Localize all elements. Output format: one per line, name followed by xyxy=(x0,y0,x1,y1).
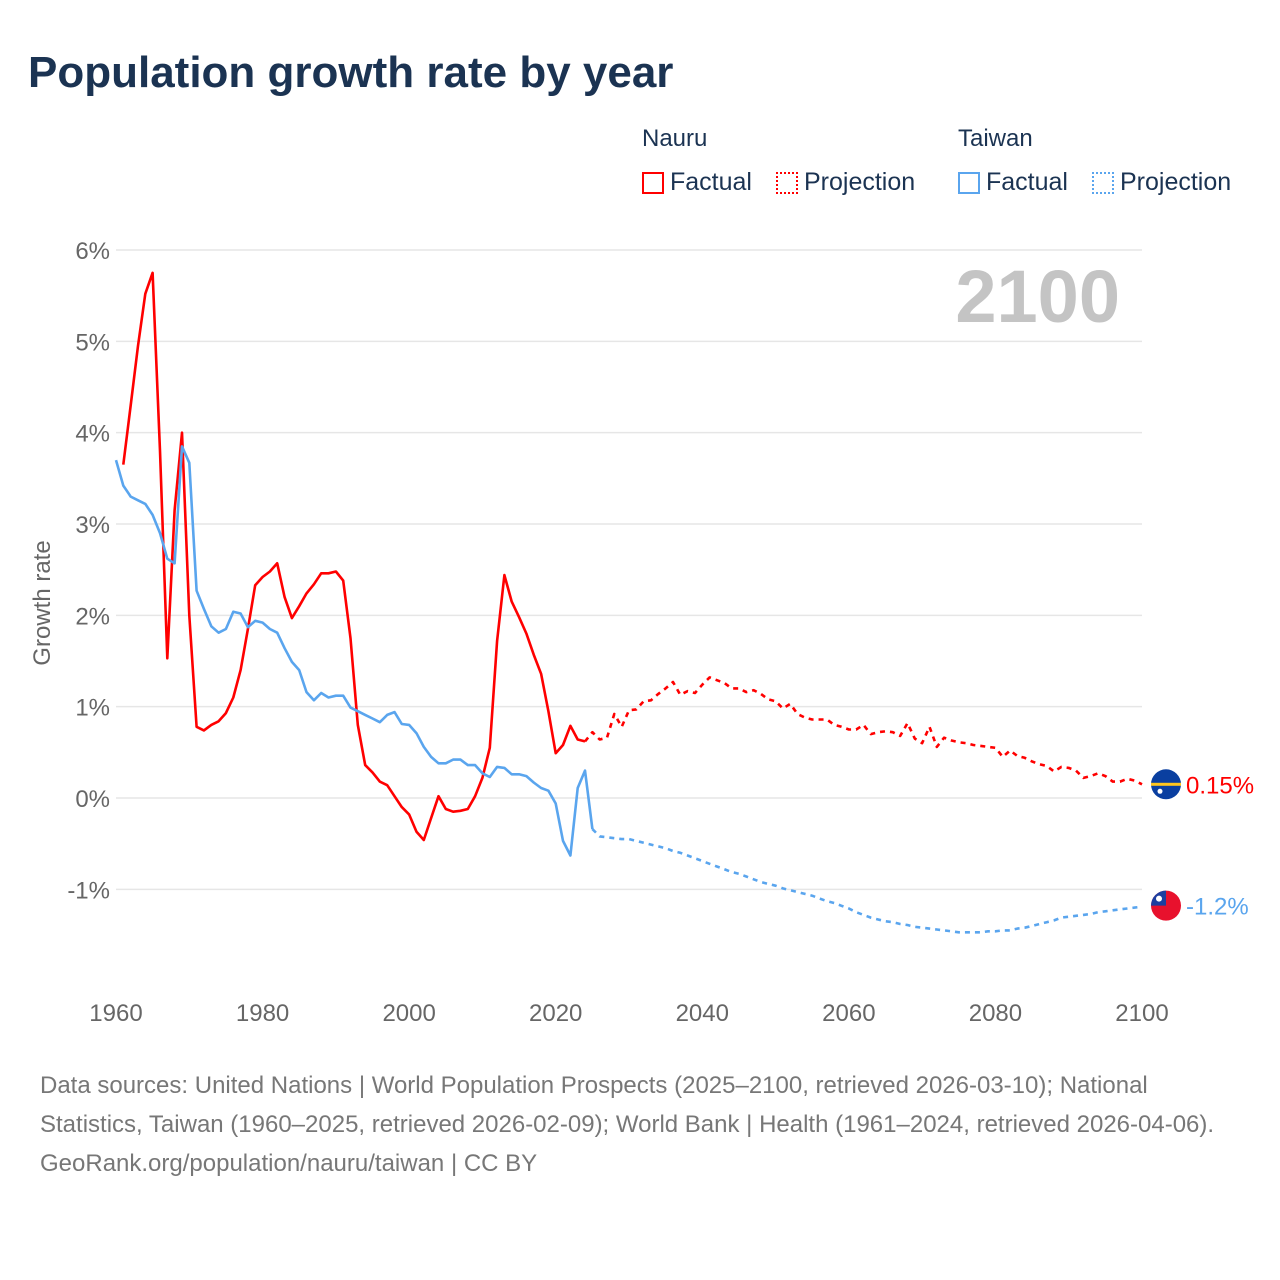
footer: Data sources: United Nations | World Pop… xyxy=(40,1066,1250,1183)
legend-taiwan-projection[interactable]: Projection xyxy=(1092,168,1231,197)
x-tick-label: 2080 xyxy=(969,1000,1022,1027)
end-value-label: -1.2% xyxy=(1186,894,1249,921)
y-axis-label: Growth rate xyxy=(29,540,56,665)
y-tick-label: 2% xyxy=(75,603,110,630)
data-sources: Data sources: United Nations | World Pop… xyxy=(40,1072,1215,1138)
series-line-taiwan-factual xyxy=(114,445,594,857)
end-value-label: 0.15% xyxy=(1186,772,1254,799)
flag-taiwan-icon xyxy=(1151,890,1181,921)
legend-taiwan-factual[interactable]: Factual xyxy=(958,168,1068,197)
legend-swatch xyxy=(1092,171,1114,194)
legend-nauru-projection[interactable]: Projection xyxy=(776,168,915,197)
legend-swatch xyxy=(642,171,664,194)
year-watermark: 2100 xyxy=(955,255,1120,338)
legend-group-taiwan: Taiwan xyxy=(958,125,1033,152)
series-line-nauru-factual xyxy=(122,271,586,842)
credit-link[interactable]: GeoRank.org/population/nauru/taiwan | CC… xyxy=(40,1150,538,1177)
legend-swatch xyxy=(958,171,980,194)
y-tick-label: 5% xyxy=(75,329,110,356)
legend-label: Factual xyxy=(986,168,1068,196)
legend-nauru-factual[interactable]: Factual xyxy=(642,168,752,197)
x-tick-label: 2000 xyxy=(382,1000,435,1027)
x-tick-label: 2020 xyxy=(529,1000,582,1027)
x-tick-label: 2040 xyxy=(676,1000,729,1027)
flag-sun xyxy=(1156,895,1162,902)
y-tick-label: 3% xyxy=(75,512,110,539)
y-tick-label: -1% xyxy=(67,877,110,904)
legend-group-nauru: Nauru xyxy=(642,125,708,152)
flag-star xyxy=(1157,788,1163,794)
y-tick-label: 6% xyxy=(75,238,110,265)
flag-nauru-icon xyxy=(1151,769,1181,800)
x-tick-label: 1980 xyxy=(236,1000,289,1027)
y-tick-label: 1% xyxy=(75,695,110,722)
x-tick-label: 1960 xyxy=(89,1000,142,1027)
flag-stripe xyxy=(1151,782,1181,786)
x-tick-label: 2100 xyxy=(1115,1000,1168,1027)
y-tick-label: 4% xyxy=(75,421,110,448)
series-line-nauru-projection xyxy=(583,676,1143,786)
x-tick-label: 2060 xyxy=(822,1000,875,1027)
legend-swatch xyxy=(776,171,798,194)
legend-label: Factual xyxy=(670,168,752,196)
legend-label: Projection xyxy=(1120,168,1232,196)
legend-label: Projection xyxy=(804,168,916,196)
series-line-taiwan-projection xyxy=(591,828,1143,934)
y-tick-label: 0% xyxy=(75,786,110,813)
line-chart: 6% 5% 4% 3% 2% 1% 0% -1% 1960 1980 2000 2020 2040 206… xyxy=(29,238,1254,1027)
chart-title: Population growth rate by year xyxy=(28,48,674,97)
